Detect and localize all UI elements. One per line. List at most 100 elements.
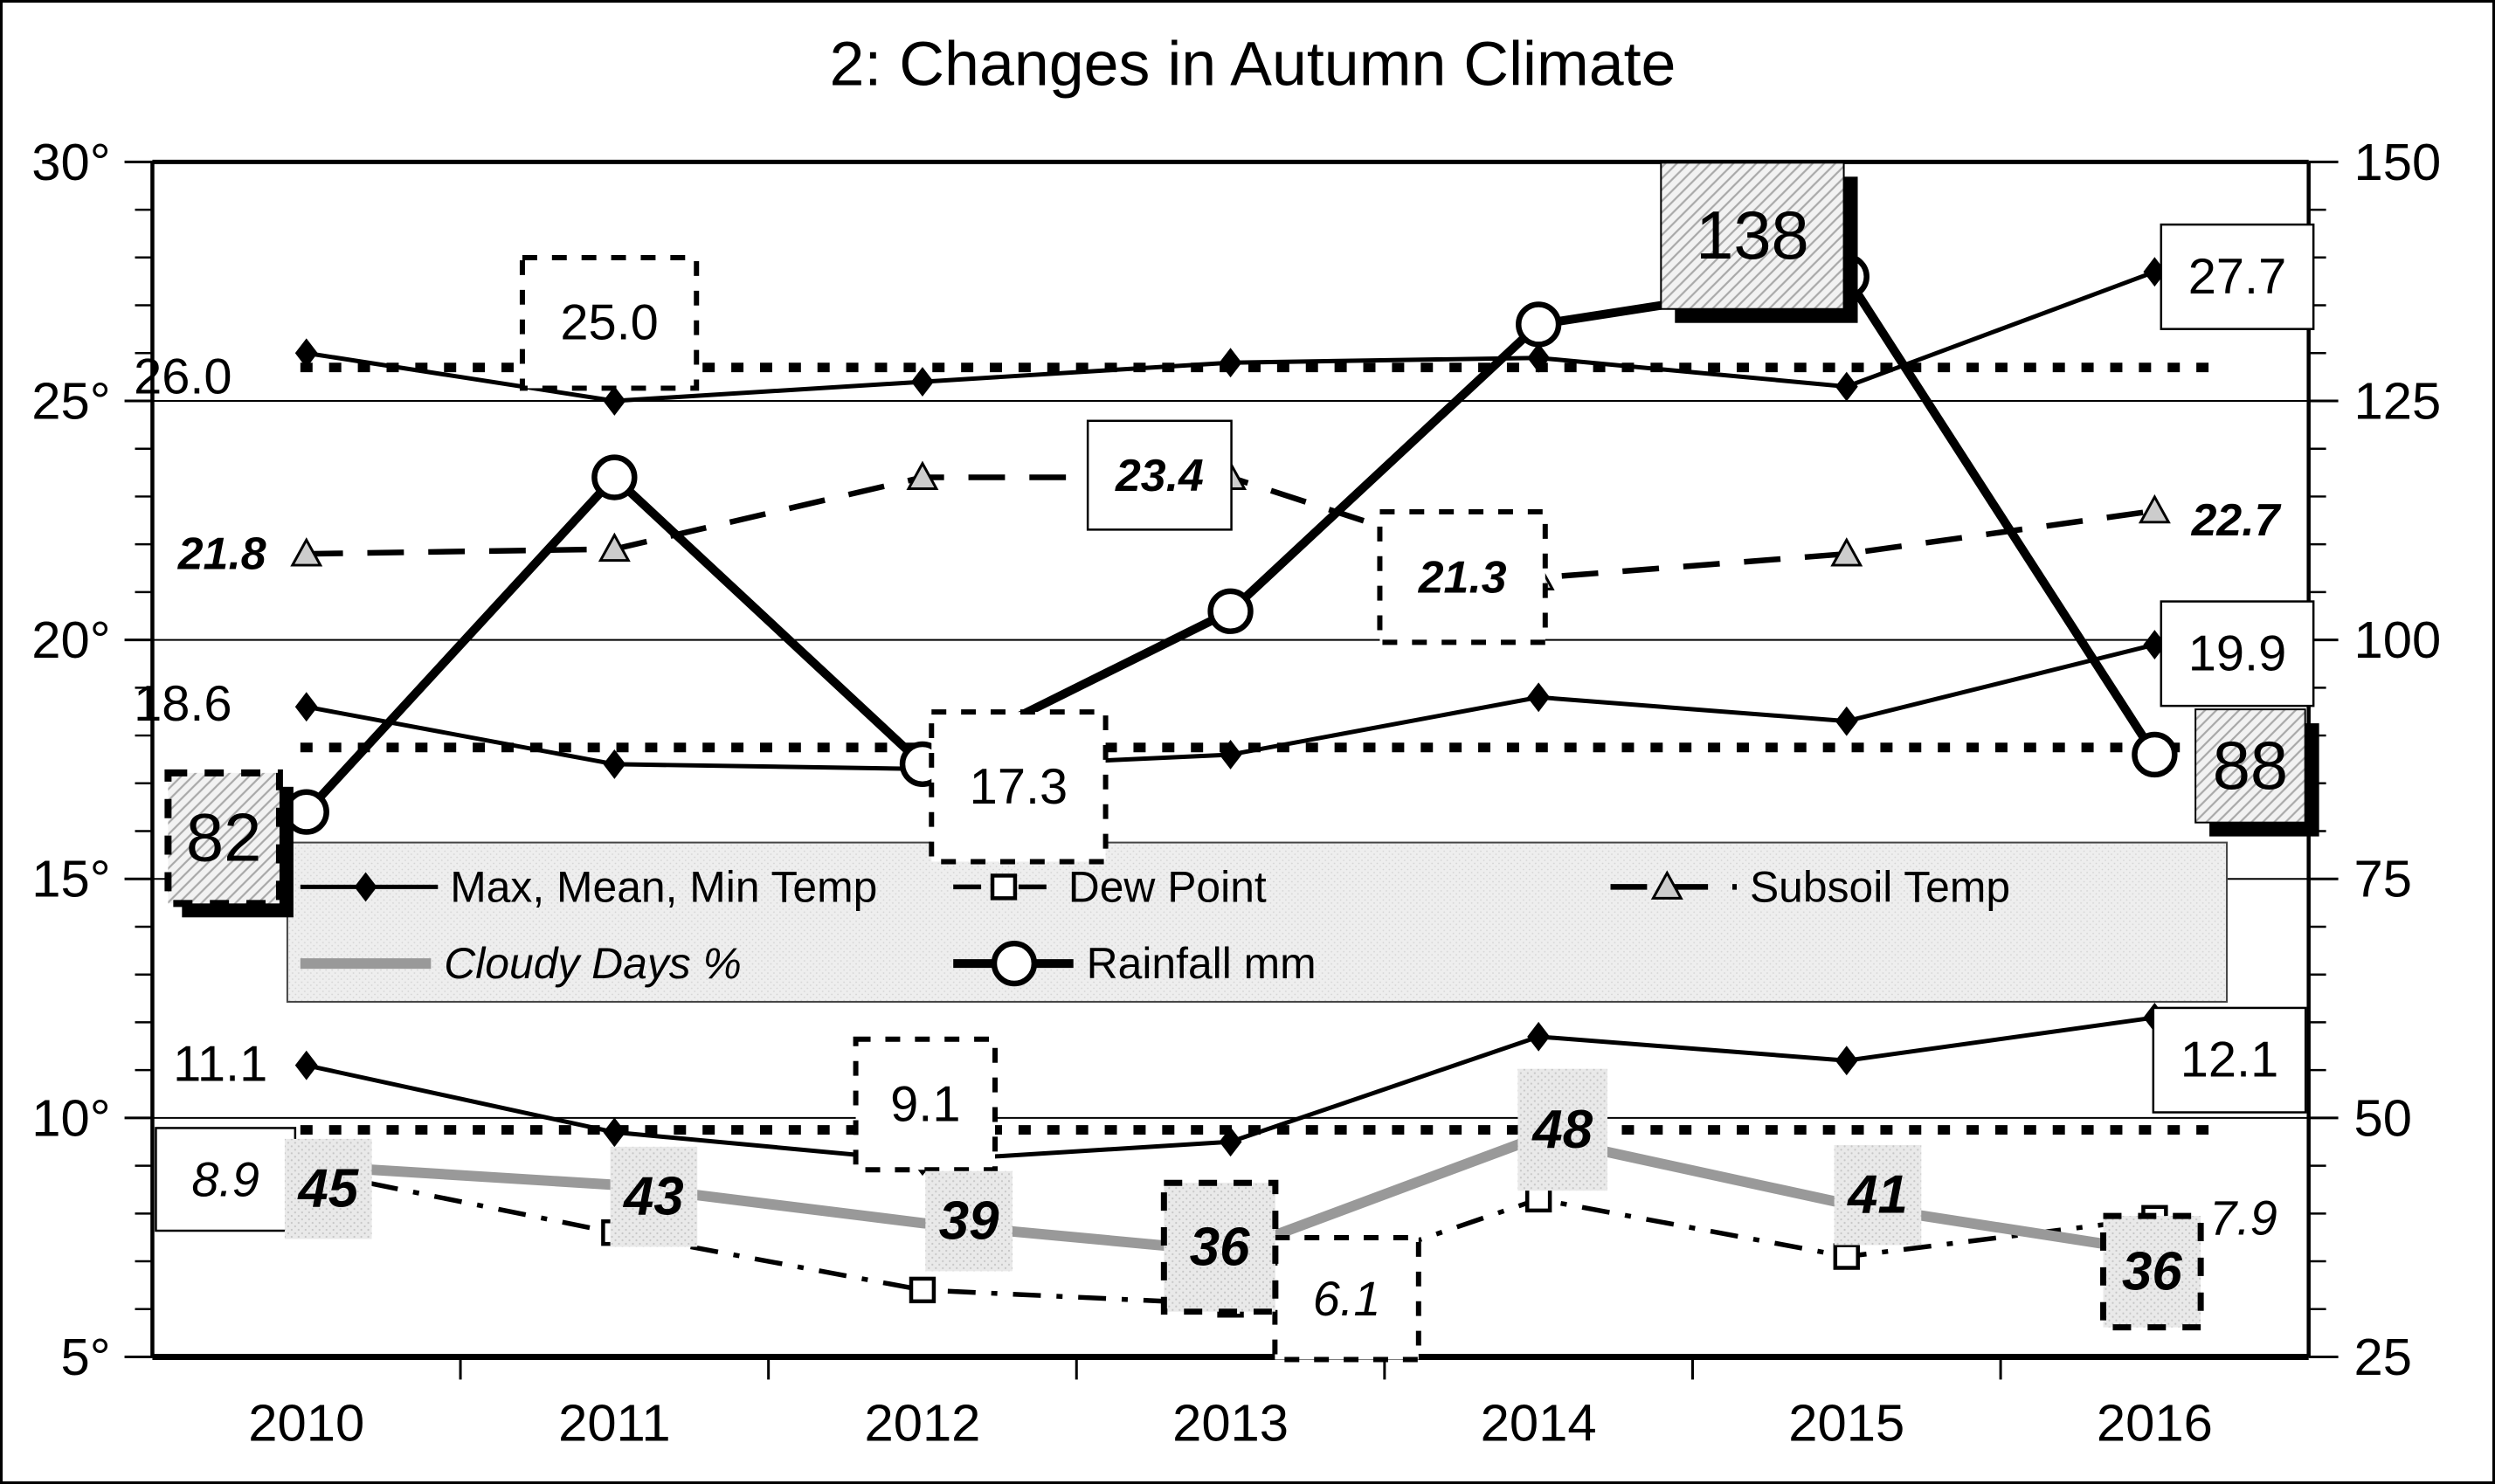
annotation-17-3-8-text: 17.3 bbox=[970, 759, 1068, 815]
annotation-11-1-10-text: 11.1 bbox=[173, 1037, 267, 1093]
diamond-marker bbox=[603, 749, 626, 779]
annotation-27-7-2-text: 27.7 bbox=[2188, 249, 2286, 305]
annotation-21-3-5-text: 21.3 bbox=[1418, 552, 1507, 603]
diamond-marker bbox=[1835, 1046, 1858, 1076]
annotation-88-18-box bbox=[2194, 708, 2306, 824]
annotation-36-22-box bbox=[1160, 1179, 1279, 1315]
annotation-25-0-1-box bbox=[519, 254, 700, 391]
square-marker bbox=[990, 873, 1018, 901]
annotation-6-1-14-text: 6.1 bbox=[1313, 1271, 1381, 1326]
annotation-8-9-13-box bbox=[155, 1127, 297, 1232]
legend-label: Cloudy Days % bbox=[444, 939, 742, 988]
annotation-39-21-box bbox=[925, 1170, 1013, 1272]
y-right-tick-label: 50 bbox=[2354, 1088, 2412, 1147]
x-tick-label-2015: 2015 bbox=[1788, 1394, 1904, 1453]
annotation-45-19-box bbox=[284, 1138, 372, 1239]
circle-marker bbox=[1516, 301, 1562, 348]
legend-label: Rainfall mm bbox=[1087, 939, 1317, 988]
triangle-marker bbox=[1830, 537, 1863, 567]
annotation-12-1-12-text: 12.1 bbox=[2181, 1032, 2278, 1088]
y-right-tick-label: 75 bbox=[2354, 850, 2412, 908]
diamond-marker bbox=[1219, 348, 1242, 378]
annotation-36-22-text: 36 bbox=[1190, 1217, 1250, 1277]
annotation-21-3-5-box bbox=[1377, 508, 1548, 645]
square-marker bbox=[1833, 1243, 1860, 1270]
annotation-25-0-1-text: 25.0 bbox=[560, 295, 658, 351]
square-marker bbox=[1524, 1185, 1552, 1213]
legend-label: Dew Point bbox=[1068, 862, 1267, 911]
diamond-marker bbox=[294, 692, 318, 722]
diamond-marker bbox=[294, 1050, 318, 1080]
annotation-43-20-text: 43 bbox=[622, 1167, 684, 1227]
annotation-82-16-box bbox=[164, 769, 283, 908]
x-tick-label-2013: 2013 bbox=[1172, 1394, 1289, 1453]
triangle-marker bbox=[906, 460, 939, 490]
triangle-marker bbox=[290, 537, 323, 567]
y-left-tick-label: 20° bbox=[31, 611, 110, 669]
annotation-9-1-11-text: 9.1 bbox=[890, 1077, 960, 1133]
annotation-23-4-4-box bbox=[1086, 419, 1233, 531]
annotation-41-24-text: 41 bbox=[1846, 1165, 1908, 1225]
y-left-tick-label: 30° bbox=[31, 133, 110, 191]
annotation-21-8-3-text: 21.8 bbox=[177, 528, 266, 579]
y-right-tick-label: 100 bbox=[2354, 611, 2442, 669]
x-tick-label-2010: 2010 bbox=[248, 1394, 364, 1453]
annotation-9-1-11-box bbox=[853, 1036, 999, 1173]
square-marker bbox=[909, 1276, 936, 1304]
diamond-marker bbox=[1835, 706, 1858, 736]
triangle-marker bbox=[1650, 870, 1683, 900]
annotation-18-6-7-text: 18.6 bbox=[134, 676, 232, 732]
diamond-marker bbox=[294, 338, 318, 369]
y-left-tick-label: 10° bbox=[31, 1088, 110, 1147]
circle-marker bbox=[591, 454, 638, 500]
y-left-tick-label: 5° bbox=[60, 1328, 110, 1386]
annotation-7-9-15-text: 7.9 bbox=[2209, 1191, 2277, 1246]
x-tick-label-2012: 2012 bbox=[864, 1394, 980, 1453]
x-tick-label-2011: 2011 bbox=[558, 1394, 671, 1453]
annotation-48-23-text: 48 bbox=[1531, 1100, 1593, 1160]
annotation-48-23-box bbox=[1517, 1068, 1608, 1191]
diamond-marker bbox=[1527, 1021, 1551, 1052]
annotation-8-9-13-text: 8.9 bbox=[191, 1152, 259, 1207]
annotation-19-9-9-box bbox=[2160, 600, 2315, 707]
annotation-22-7-6-text: 22.7 bbox=[2191, 494, 2282, 545]
circle-marker bbox=[2132, 731, 2178, 778]
diamond-marker bbox=[911, 367, 934, 397]
annotation-6-1-14-box bbox=[1272, 1234, 1421, 1363]
chart-svg: 30° 25° 20° 15° 10° 5° 150 125 100 75 50 25 2010 2011… bbox=[31, 30, 2441, 1453]
annotation-88-18-text: 88 bbox=[2213, 728, 2288, 804]
diamond-marker bbox=[603, 1117, 626, 1148]
annotation-39-21-text: 39 bbox=[939, 1191, 999, 1252]
annotation-19-9-9-text: 19.9 bbox=[2188, 625, 2286, 681]
annotation-45-19-text: 45 bbox=[296, 1159, 359, 1219]
diamond-marker bbox=[603, 386, 626, 416]
circle-marker bbox=[1207, 588, 1254, 634]
x-tick-label-2014: 2014 bbox=[1481, 1394, 1597, 1453]
y-right-tick-label: 125 bbox=[2354, 371, 2442, 430]
diamond-marker bbox=[1527, 342, 1551, 373]
triangle-marker bbox=[598, 532, 631, 563]
diamond-marker bbox=[354, 872, 377, 902]
y-right-tick-label: 150 bbox=[2354, 133, 2442, 191]
annotation-138-17-box bbox=[1660, 162, 1845, 310]
annotation-17-3-8-box bbox=[929, 709, 1109, 865]
diamond-marker bbox=[1527, 682, 1551, 713]
chart-title: 2: Changes in Autumn Climate bbox=[830, 30, 1676, 100]
annotation-23-4-4-text: 23.4 bbox=[1115, 450, 1204, 500]
annotation-27-7-2-box bbox=[2160, 223, 2315, 330]
annotation-41-24-box bbox=[1834, 1144, 1922, 1246]
diamond-marker bbox=[1219, 740, 1242, 770]
chart-render-root: 30° 25° 20° 15° 10° 5° 150 125 100 75 50 25 2010 2011… bbox=[31, 133, 2441, 1453]
diamond-marker bbox=[1219, 1127, 1242, 1157]
y-left-tick-label: 25° bbox=[31, 371, 110, 430]
triangle-marker bbox=[2138, 494, 2171, 524]
annotation-82-16-text: 82 bbox=[186, 801, 261, 876]
annotation-36-25-box bbox=[2100, 1212, 2204, 1331]
y-right-tick-label: 25 bbox=[2354, 1328, 2412, 1386]
legend-box bbox=[286, 841, 2229, 1003]
y-left-tick-label: 15° bbox=[31, 850, 110, 908]
annotation-12-1-12-box bbox=[2152, 1006, 2307, 1114]
diamond-marker bbox=[1835, 371, 1858, 402]
x-tick-label-2016: 2016 bbox=[2097, 1394, 2213, 1453]
circle-marker bbox=[991, 940, 1038, 987]
